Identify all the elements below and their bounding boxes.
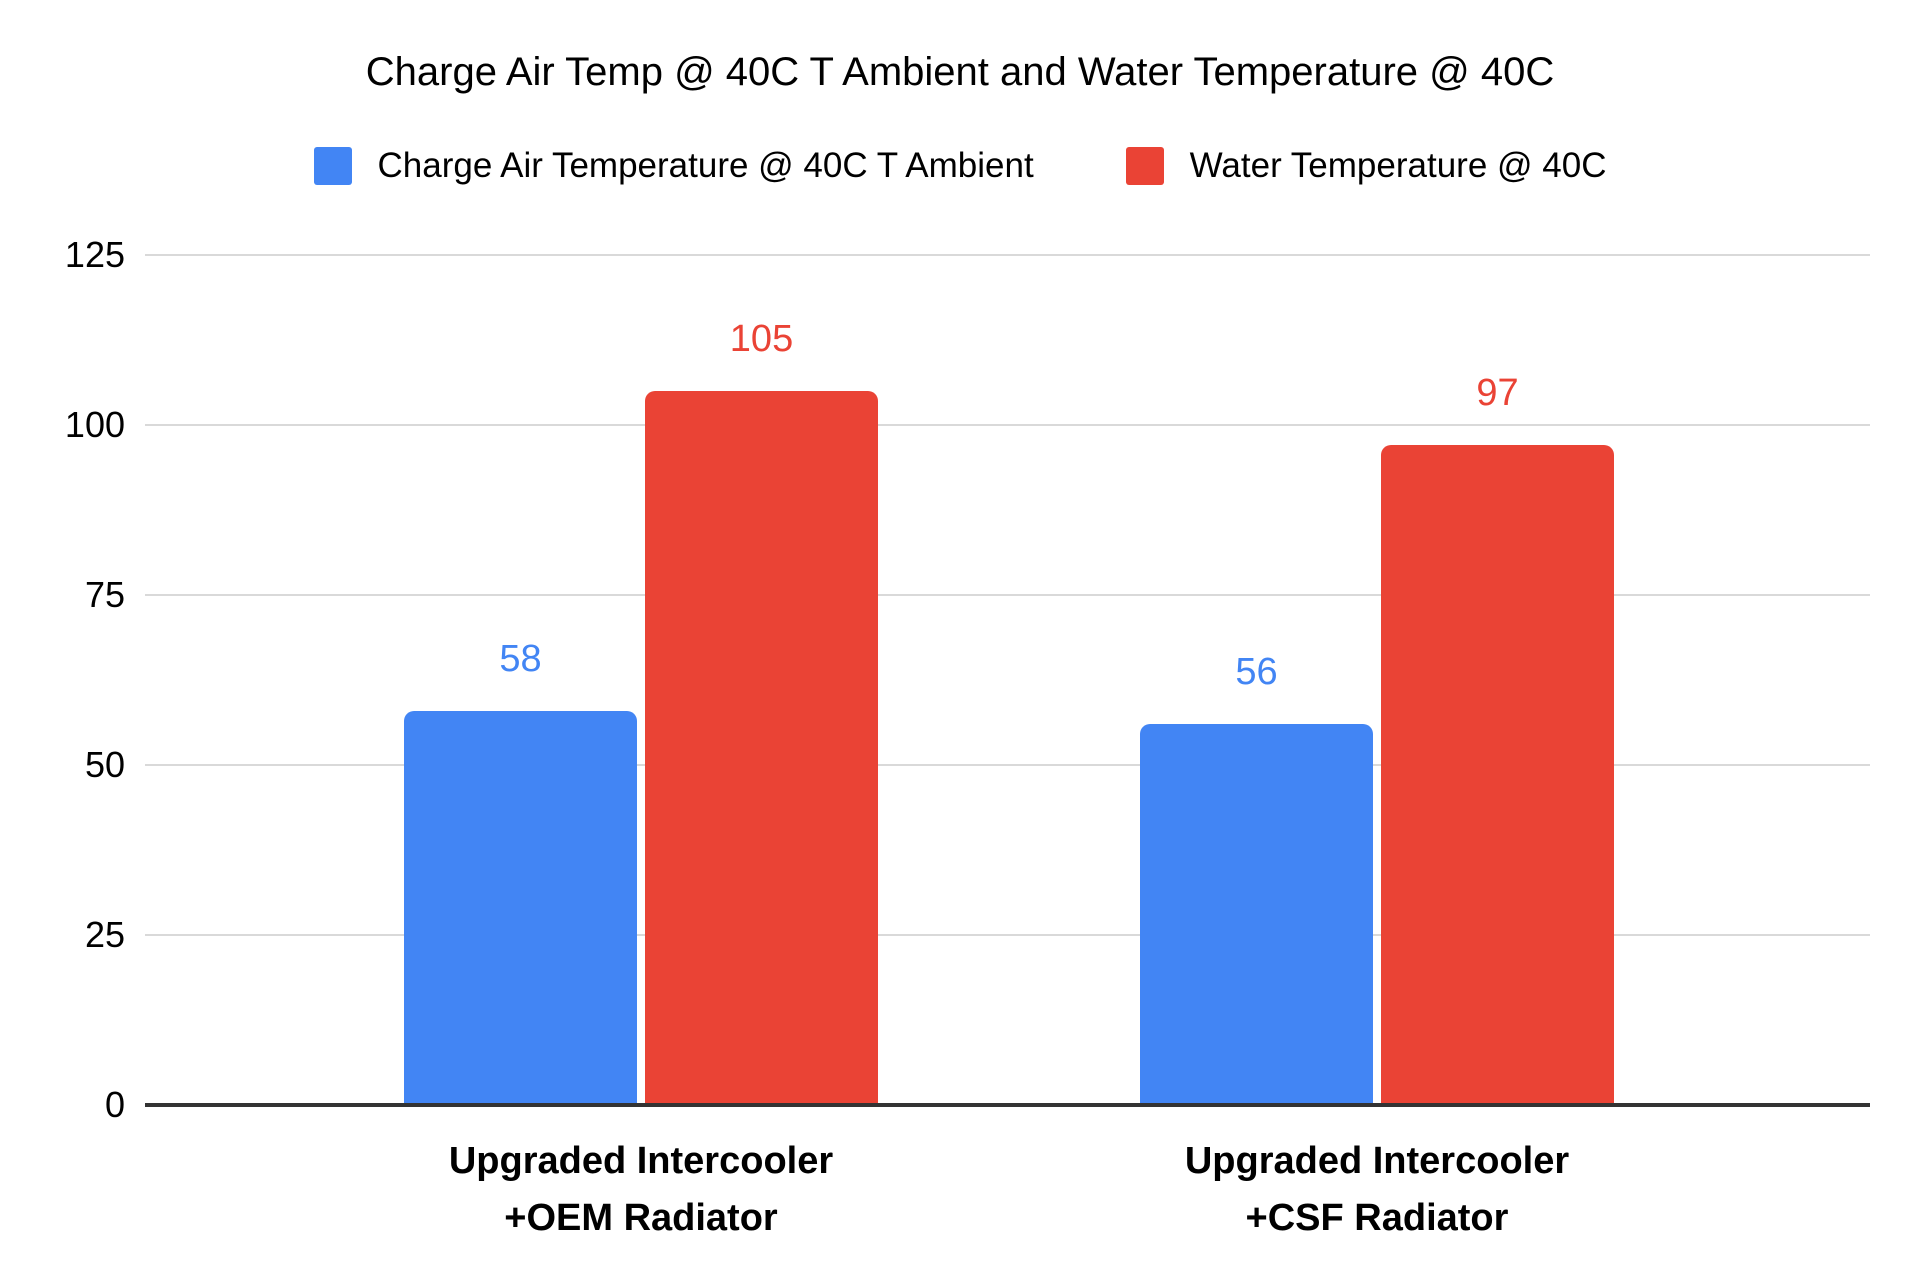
y-tick-label-25: 25	[84, 914, 125, 955]
legend-swatch-icon-2	[1125, 147, 1164, 185]
value-label-series1-group1: 58	[499, 637, 542, 680]
value-label-series1-group2: 56	[1235, 651, 1278, 694]
legend: Charge Air Temperature @ 40C T Ambient Wa…	[0, 146, 1920, 186]
bar-series2-group1	[645, 391, 878, 1105]
x-category-label-2: Upgraded Intercooler +CSF Radiator	[1077, 1133, 1677, 1247]
plot-area: 58 105 56 97	[145, 254, 1870, 1107]
bar-series1-group1	[404, 710, 637, 1105]
y-axis-tick-labels: 0 25 50 75 100 125	[0, 234, 125, 1125]
legend-item-1: Charge Air Temperature @ 40C T Ambient	[313, 146, 1034, 186]
bar-series2-group2	[1381, 445, 1614, 1105]
gridline-50	[145, 764, 1870, 766]
x-category-label-line: Upgraded Intercooler	[448, 1140, 834, 1182]
gridline-25	[145, 934, 1870, 936]
y-tick-label-50: 50	[84, 744, 125, 785]
gridline-125	[145, 254, 1870, 256]
gridline-100	[145, 424, 1870, 426]
legend-label-1: Charge Air Temperature @ 40C T Ambient	[377, 146, 1034, 185]
bar-series1-group2	[1140, 724, 1373, 1105]
y-tick-label-100: 100	[64, 404, 125, 445]
legend-label-2: Water Temperature @ 40C	[1189, 146, 1607, 185]
gridline-75	[145, 594, 1870, 596]
legend-item-2: Water Temperature @ 40C	[1125, 146, 1607, 186]
x-category-label-1: Upgraded Intercooler +OEM Radiator	[341, 1133, 941, 1247]
y-tick-label-125: 125	[64, 234, 125, 275]
x-category-label-line: Upgraded Intercooler	[1184, 1140, 1570, 1182]
value-label-series2-group1: 105	[729, 318, 794, 360]
legend-swatch-icon-1	[313, 147, 352, 185]
chart-title: Charge Air Temp @ 40C T Ambient and Wate…	[365, 50, 1555, 94]
value-label-series2-group2: 97	[1476, 372, 1519, 415]
x-category-label-line: +CSF Radiator	[1245, 1197, 1509, 1239]
y-tick-label-0: 0	[104, 1084, 125, 1125]
y-tick-label-75: 75	[84, 574, 125, 615]
x-axis-line	[145, 1103, 1870, 1107]
x-axis-category-labels: Upgraded Intercooler +OEM Radiator Upgrade…	[0, 1133, 1920, 1263]
x-category-label-line: +OEM Radiator	[504, 1197, 778, 1239]
